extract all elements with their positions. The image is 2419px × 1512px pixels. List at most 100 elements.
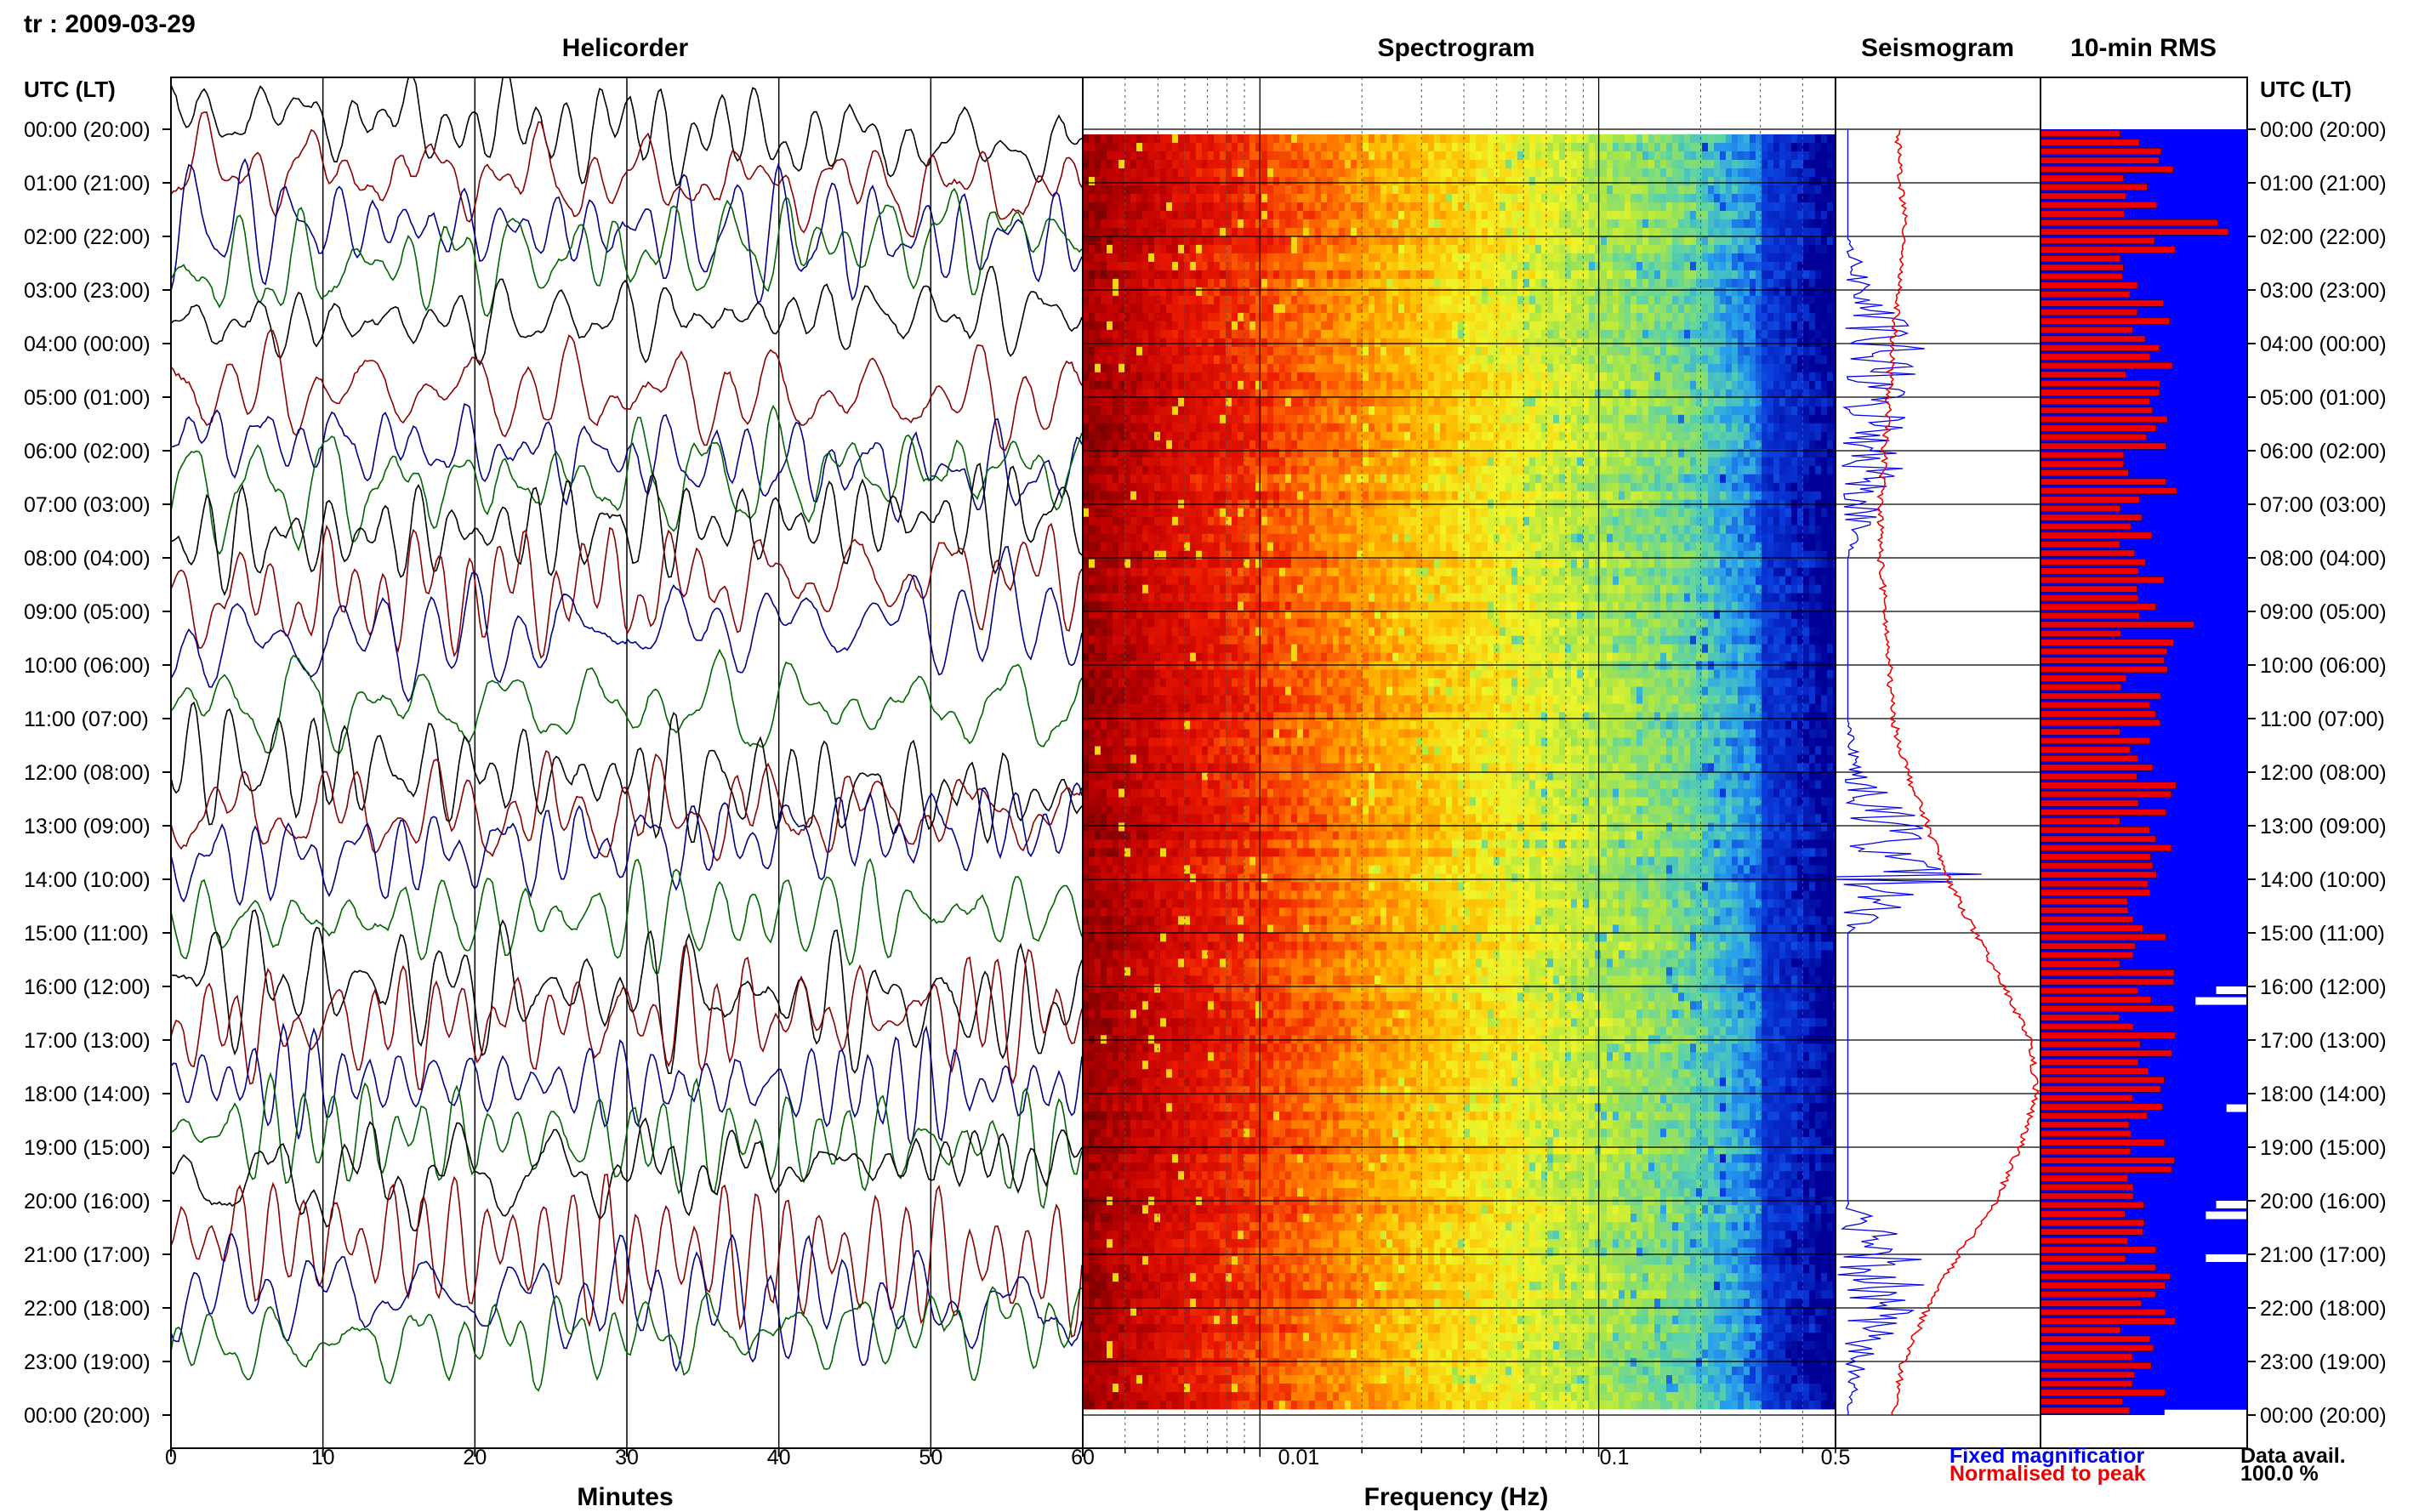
- spec-cell: [1273, 432, 1279, 441]
- spec-cell: [1452, 338, 1458, 347]
- spec-cell: [1089, 270, 1095, 279]
- spec-cell: [1113, 313, 1118, 321]
- spec-cell: [1446, 177, 1452, 185]
- spec-cell: [1249, 296, 1255, 304]
- spec-cell: [1184, 355, 1190, 364]
- spec-cell: [1541, 177, 1547, 185]
- spec-cell: [1101, 236, 1107, 245]
- spec-cell: [1333, 185, 1339, 194]
- spec-cell: [1380, 441, 1386, 449]
- spec-cell: [1327, 364, 1333, 372]
- spec-cell: [1267, 236, 1273, 245]
- spec-cell: [1714, 398, 1720, 406]
- spec-cell: [1083, 423, 1089, 432]
- spec-cell: [1482, 304, 1488, 313]
- spec-cell: [1773, 270, 1779, 279]
- spec-cell: [1523, 449, 1529, 458]
- spec-cell: [1107, 458, 1113, 466]
- time-axis-label-right: UTC (LT): [2260, 77, 2352, 102]
- spec-cell: [1666, 406, 1672, 415]
- spec-cell: [1386, 245, 1392, 253]
- spec-cell: [1756, 423, 1762, 432]
- spec-cell: [1190, 381, 1196, 389]
- spec-cell: [1666, 398, 1672, 406]
- spec-cell: [1428, 338, 1434, 347]
- spec-cell: [1666, 449, 1672, 458]
- spec-cell: [1678, 313, 1684, 321]
- spec-cell: [1654, 364, 1660, 372]
- spec-cell: [1107, 347, 1113, 355]
- spec-cell: [1470, 441, 1476, 449]
- spec-cell: [1327, 313, 1333, 321]
- spec-cell: [1208, 364, 1214, 372]
- spec-cell: [1523, 372, 1529, 381]
- spec-cell: [1422, 287, 1428, 296]
- spec-cell: [1666, 177, 1672, 185]
- spec-cell: [1720, 219, 1726, 228]
- spec-cell: [1089, 415, 1095, 423]
- spec-cell: [1267, 321, 1273, 330]
- spec-cell: [1660, 177, 1666, 185]
- spec-cell: [1756, 185, 1762, 194]
- spec-cell: [1738, 449, 1744, 458]
- spec-cell: [1750, 185, 1756, 194]
- spec-cell: [1583, 423, 1589, 432]
- spec-cell: [1553, 296, 1559, 304]
- spec-cell: [1172, 423, 1178, 432]
- spec-cell: [1101, 330, 1107, 338]
- spec-cell: [1386, 423, 1392, 432]
- spec-cell: [1178, 458, 1184, 466]
- spec-cell: [1577, 330, 1583, 338]
- spec-cell: [1791, 423, 1797, 432]
- spec-cell: [1779, 449, 1785, 458]
- spec-cell: [1553, 279, 1559, 287]
- spec-cell: [1541, 355, 1547, 364]
- spec-cell: [1779, 441, 1785, 449]
- spec-cell: [1238, 441, 1244, 449]
- spec-cell: [1660, 185, 1666, 194]
- spec-cell: [1303, 177, 1309, 185]
- spec-cell: [1744, 296, 1750, 304]
- spec-cell: [1601, 160, 1607, 168]
- spec-cell: [1464, 151, 1470, 160]
- spec-cell: [1726, 415, 1732, 423]
- spec-cell: [1648, 458, 1654, 466]
- spec-cell: [1279, 372, 1285, 381]
- spec-cell: [1482, 372, 1488, 381]
- spec-cell: [1821, 423, 1827, 432]
- spec-cell: [1595, 194, 1601, 202]
- spec-cell: [1625, 270, 1631, 279]
- spec-cell: [1190, 432, 1196, 441]
- spec-cell: [1476, 449, 1482, 458]
- spec-cell: [1458, 279, 1464, 287]
- spec-cell: [1785, 432, 1791, 441]
- spec-cell: [1375, 415, 1380, 423]
- spec-cell: [1315, 458, 1321, 466]
- spec-cell: [1613, 253, 1619, 262]
- spec-cell: [1172, 372, 1178, 381]
- spec-cell: [1303, 304, 1309, 313]
- spec-cell: [1273, 398, 1279, 406]
- spec-cell: [1363, 211, 1369, 219]
- spec-cell: [1523, 253, 1529, 262]
- spec-cell: [1791, 211, 1797, 219]
- spec-cell: [1369, 423, 1375, 432]
- spec-cell: [1505, 168, 1511, 177]
- time-label-right-15: 15:00 (11:00): [2260, 922, 2385, 946]
- spec-cell: [1571, 151, 1577, 160]
- spec-cell: [1113, 262, 1118, 270]
- spec-cell: [1375, 270, 1380, 279]
- spec-cell: [1452, 134, 1458, 143]
- spec-cell: [1089, 177, 1095, 185]
- spec-cell: [1767, 245, 1773, 253]
- spec-cell: [1714, 296, 1720, 304]
- spec-cell: [1160, 449, 1166, 458]
- spec-cell: [1398, 381, 1404, 389]
- spec-cell: [1285, 160, 1291, 168]
- spec-cell: [1809, 211, 1815, 219]
- spec-cell: [1482, 236, 1488, 245]
- spec-cell: [1166, 270, 1172, 279]
- spec-cell: [1696, 441, 1702, 449]
- spec-cell: [1351, 347, 1357, 355]
- spec-cell: [1470, 185, 1476, 194]
